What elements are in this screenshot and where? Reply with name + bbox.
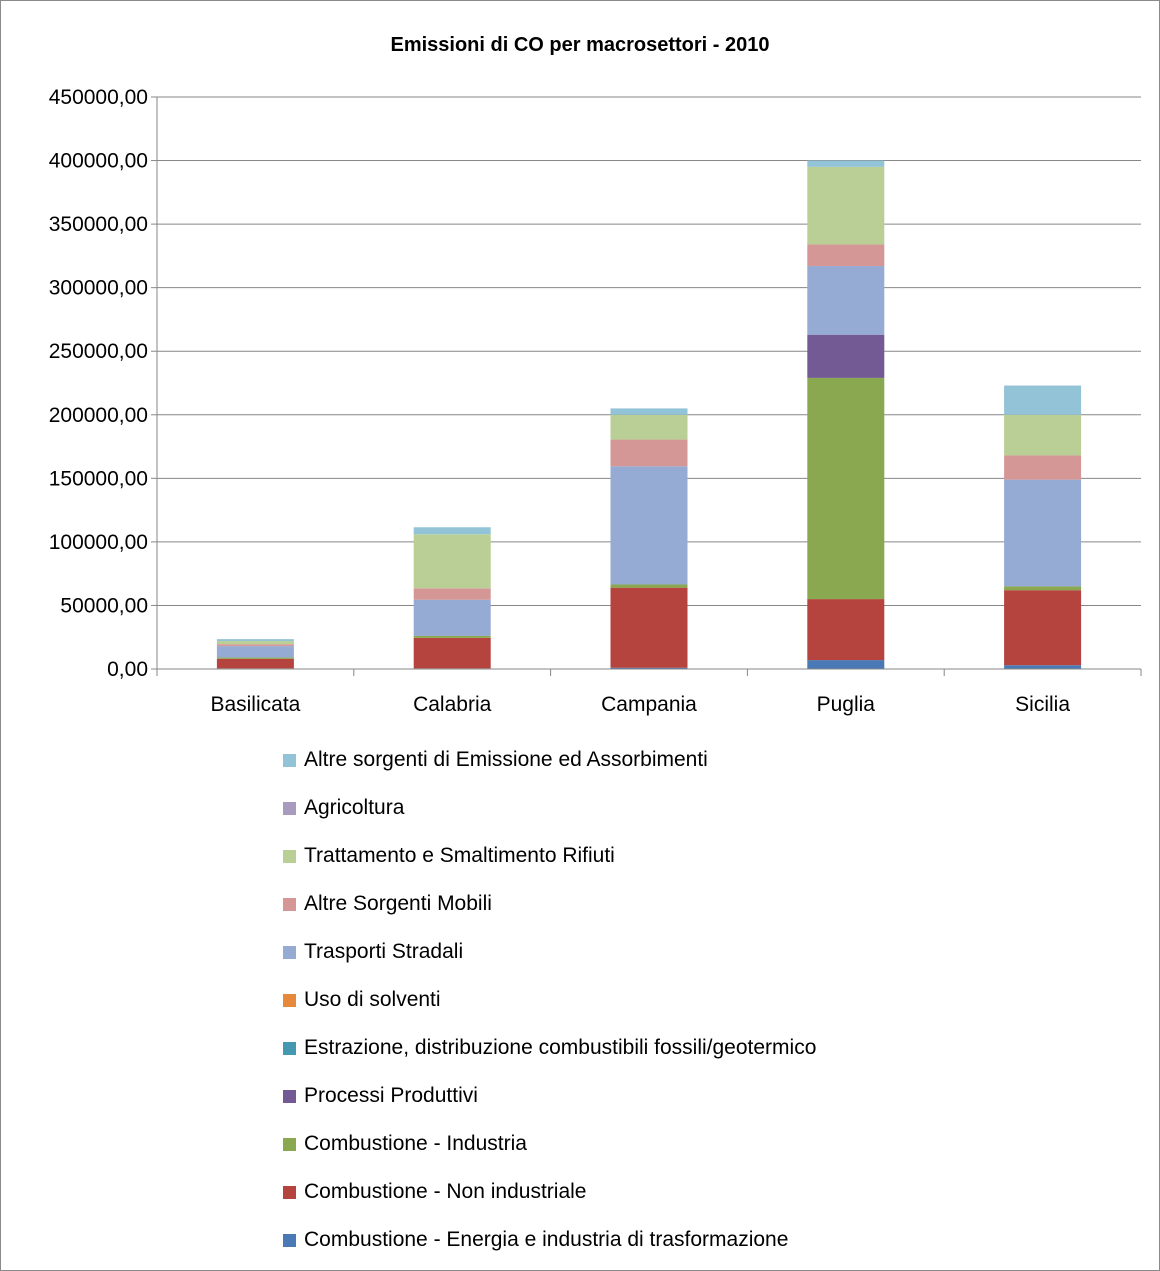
x-tick-label: Sicilia (1015, 693, 1070, 716)
bar-segment (216, 641, 294, 645)
bar-segment (413, 588, 491, 600)
legend-item: Trasporti Stradali (283, 932, 463, 972)
bar-segment (216, 646, 294, 658)
bar-segment (1004, 665, 1082, 669)
x-tick-label: Calabria (413, 693, 492, 716)
bar-segment (216, 657, 294, 659)
legend-item: Altre Sorgenti Mobili (283, 884, 492, 924)
legend-item: Agricoltura (283, 788, 404, 828)
legend-swatch (283, 993, 296, 1007)
bar-segment (807, 166, 885, 245)
y-tick-label: 250000,00 (49, 340, 148, 363)
bar-segment (610, 408, 688, 415)
bar-segment (216, 639, 294, 642)
y-tick-label: 50000,00 (60, 594, 148, 617)
bar-segment (610, 439, 688, 467)
y-tick-label: 450000,00 (49, 86, 148, 109)
legend-label: Uso di solventi (304, 988, 441, 1011)
bar-segment (413, 637, 491, 669)
legend-swatch (283, 1041, 296, 1055)
legend-swatch (283, 897, 296, 911)
bar-segment (807, 160, 885, 167)
bar-segment (413, 635, 491, 638)
legend-label: Trasporti Stradali (304, 940, 464, 963)
bar-segment (610, 667, 688, 669)
legend-label: Agricoltura (304, 796, 405, 819)
legend-swatch (283, 801, 296, 815)
bar-segment (413, 534, 491, 589)
bar-segment (610, 584, 688, 588)
bar-segment (807, 377, 885, 600)
bar-segment (1004, 586, 1082, 591)
x-tick-label: Basilicata (210, 693, 300, 716)
legend-swatch (283, 1089, 296, 1103)
bar-segment (1004, 385, 1082, 415)
bar-segment (807, 660, 885, 669)
bar-segment (807, 266, 885, 335)
bar-segment (807, 244, 885, 267)
x-tick-label: Puglia (817, 693, 876, 716)
legend-item: Combustione - Non industriale (283, 1172, 586, 1212)
legend-label: Processi Produttivi (304, 1084, 478, 1107)
y-tick-label: 400000,00 (49, 150, 148, 173)
y-tick-label: 300000,00 (49, 277, 148, 300)
bar-segment (807, 599, 885, 661)
bar-segment (610, 587, 688, 668)
legend-item: Altre sorgenti di Emissione ed Assorbime… (283, 740, 708, 780)
legend-item: Combustione - Energia e industria di tra… (283, 1220, 788, 1260)
legend-swatch (283, 849, 296, 863)
legend-swatch (283, 1137, 296, 1151)
legend-label: Combustione - Industria (304, 1132, 527, 1155)
legend-label: Combustione - Non industriale (304, 1180, 587, 1203)
legend-label: Estrazione, distribuzione combustibili f… (304, 1036, 817, 1059)
x-tick-label: Campania (601, 693, 697, 716)
bar-segment (1004, 414, 1082, 456)
bar-segment (1004, 590, 1082, 666)
legend-swatch (283, 753, 296, 767)
bar-segment (413, 527, 491, 535)
bar-segment (610, 414, 688, 440)
bar-segment (1004, 455, 1082, 480)
legend-swatch (283, 1185, 296, 1199)
legend-swatch (283, 945, 296, 959)
legend-item: Processi Produttivi (283, 1076, 478, 1116)
y-tick-label: 350000,00 (49, 213, 148, 236)
bar-segment (807, 334, 885, 378)
y-tick-label: 150000,00 (49, 467, 148, 490)
bar-segment (216, 658, 294, 669)
y-tick-label: 100000,00 (49, 531, 148, 554)
bar-segment (216, 644, 294, 647)
legend-item: Uso di solventi (283, 980, 441, 1020)
legend-label: Altre sorgenti di Emissione ed Assorbime… (304, 748, 708, 771)
legend-label: Combustione - Energia e industria di tra… (304, 1228, 789, 1251)
legend-item: Combustione - Industria (283, 1124, 527, 1164)
bar-segment (610, 466, 688, 585)
chart-title: Emissioni di CO per macrosettori - 2010 (390, 34, 770, 56)
bar-segment (413, 599, 491, 636)
bar-segment (1004, 479, 1082, 587)
legend-item: Estrazione, distribuzione combustibili f… (283, 1028, 816, 1068)
legend-swatch (283, 1233, 296, 1247)
y-tick-label: 0,00 (107, 658, 148, 681)
legend-label: Trattamento e Smaltimento Rifiuti (304, 844, 615, 867)
legend-item: Trattamento e Smaltimento Rifiuti (283, 836, 615, 876)
y-tick-label: 200000,00 (49, 404, 148, 427)
legend-label: Altre Sorgenti Mobili (304, 892, 492, 915)
